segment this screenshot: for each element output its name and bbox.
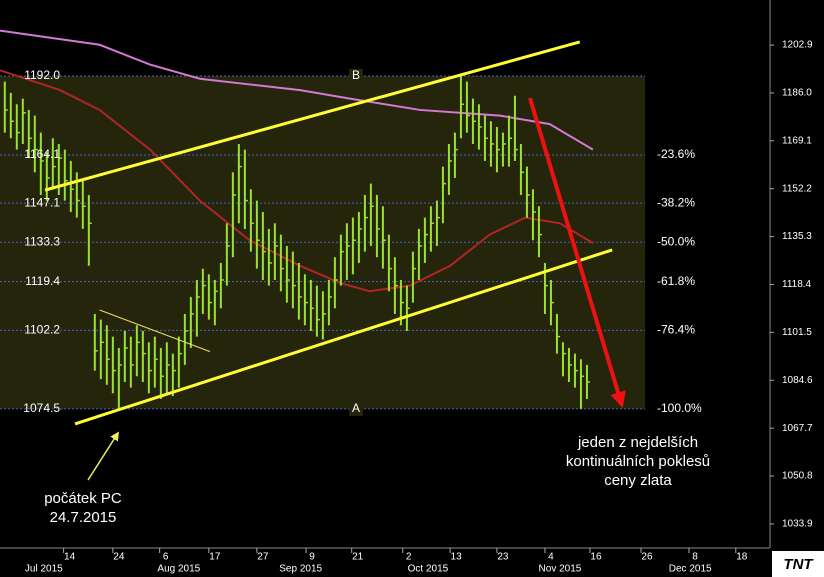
y-tick-label: 1084.6 <box>782 375 813 386</box>
start-arrow <box>87 431 119 481</box>
y-tick-label: 1118.4 <box>782 279 812 290</box>
start-note: počátek PC 24.7.2015 <box>44 490 122 526</box>
fib-value-label: 1119.4 <box>25 274 60 288</box>
x-tick-label: 6 <box>163 552 169 563</box>
month-label: Aug 2015 <box>157 564 200 575</box>
plot-area <box>0 29 645 426</box>
note-line: jeden z nejdelších <box>577 434 698 451</box>
y-tick-label: 1169.1 <box>782 135 812 146</box>
fib-percent-label: -100.0% <box>657 401 702 415</box>
month-label: Sep 2015 <box>279 564 322 575</box>
fib-percent-label: -76.4% <box>657 323 695 337</box>
fib-value-label: 1102.2 <box>24 323 60 337</box>
y-tick-label: 1101.5 <box>782 327 812 338</box>
trend-line <box>44 40 581 192</box>
y-tick-label: 1152.2 <box>782 183 812 194</box>
moving-average <box>0 29 594 151</box>
fib-marker-box <box>349 401 363 416</box>
decline-arrow <box>528 97 626 408</box>
fib-value-label: 1164.1 <box>24 147 60 161</box>
x-tick-label: 26 <box>641 552 653 563</box>
month-label: Nov 2015 <box>539 564 582 575</box>
fib-value-label: 1192.0 <box>24 68 60 82</box>
fib-percent-label: -23.6% <box>657 147 695 161</box>
fib-percent-label: -61.8% <box>657 274 695 288</box>
x-tick-label: 23 <box>497 552 509 563</box>
y-tick-label: 1067.7 <box>782 423 813 434</box>
month-label: Oct 2015 <box>408 564 449 575</box>
x-tick-label: 14 <box>64 552 76 563</box>
fib-marker-box <box>349 68 363 83</box>
x-tick-label: 2 <box>406 552 412 563</box>
fib-marker: A <box>352 401 360 415</box>
logo: TNT <box>783 556 814 573</box>
fib-value-label: 1074.5 <box>23 401 60 415</box>
x-tick-label: 13 <box>451 552 463 563</box>
logo-box <box>772 551 824 577</box>
x-tick-label: 27 <box>257 552 269 563</box>
decline-note: jeden z nejdelších kontinuálních poklesů… <box>566 434 710 489</box>
note-line: 24.7.2015 <box>50 509 117 526</box>
fib-percent-label: -50.0% <box>657 234 695 248</box>
y-tick-label: 1050.8 <box>782 471 813 482</box>
axes: 1192.0 B 1164.1 -23.6% 1147.1 -38.2% 1133.3 -50… <box>23 40 813 575</box>
x-tick-label: 21 <box>352 552 364 563</box>
month-label: Jul 2015 <box>25 564 63 575</box>
fib-value-label: 1147.1 <box>24 195 60 209</box>
y-tick-label: 1135.3 <box>782 231 812 242</box>
trend-line <box>74 248 613 426</box>
fib-percent-label: -38.2% <box>657 195 695 209</box>
note-line: ceny zlata <box>604 472 672 489</box>
y-tick-label: 1033.9 <box>782 519 813 530</box>
fib-marker: B <box>352 68 360 82</box>
x-tick-label: 4 <box>548 552 554 563</box>
note-line: počátek PC <box>44 490 122 507</box>
note-line: kontinuálních poklesů <box>566 453 710 470</box>
fib-value-label: 1133.3 <box>24 234 60 248</box>
y-tick-label: 1202.9 <box>782 40 813 51</box>
y-tick-label: 1186.0 <box>782 88 812 99</box>
x-tick-label: 8 <box>692 552 698 563</box>
x-tick-label: 16 <box>590 552 602 563</box>
x-tick-label: 18 <box>736 552 748 563</box>
x-tick-label: 17 <box>209 552 221 563</box>
month-label: Dec 2015 <box>669 564 712 575</box>
x-tick-label: 9 <box>309 552 315 563</box>
moving-average <box>0 69 594 293</box>
x-tick-label: 24 <box>113 552 125 563</box>
trend-line <box>99 309 211 353</box>
